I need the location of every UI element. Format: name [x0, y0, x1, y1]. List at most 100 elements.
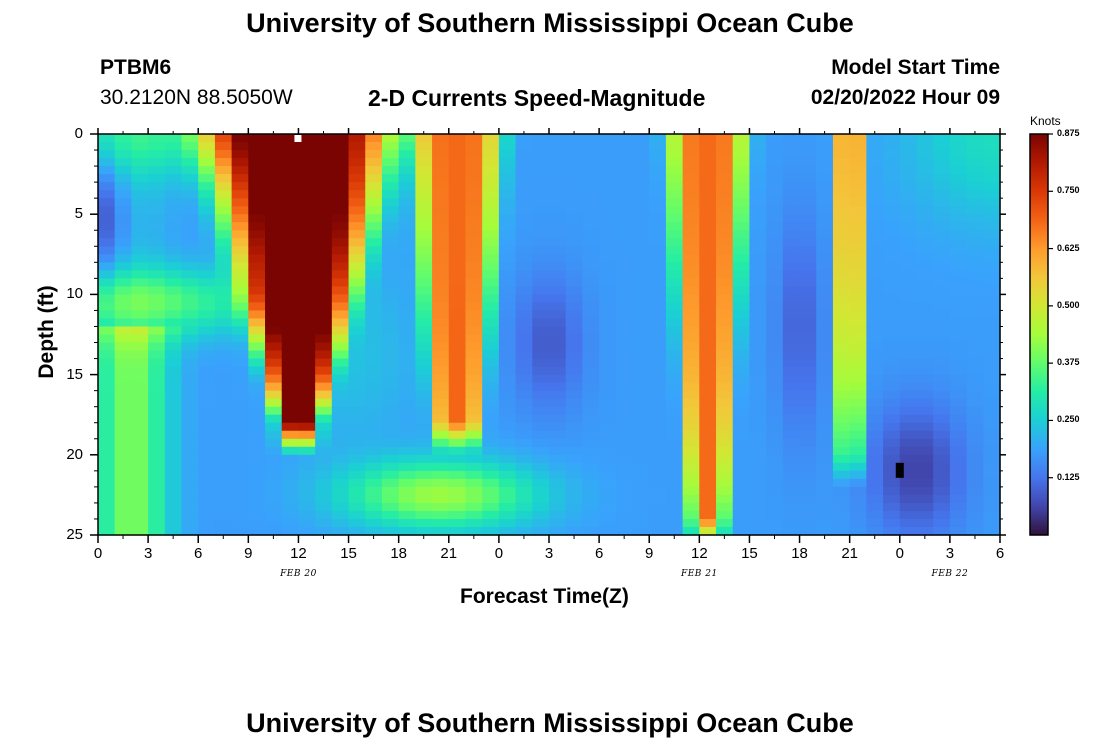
heatmap-cell	[315, 478, 333, 488]
heatmap-cell	[899, 510, 918, 520]
heatmap-cell	[398, 246, 416, 255]
heatmap-cell	[231, 246, 249, 255]
heatmap-cell	[298, 390, 316, 400]
heatmap-cell	[866, 214, 884, 223]
heatmap-cell	[181, 142, 199, 151]
heatmap-cell	[849, 358, 867, 368]
heatmap-cell	[248, 422, 266, 432]
heatmap-cell	[498, 430, 517, 440]
x-tick-label: 12	[690, 545, 708, 562]
heatmap-cell	[549, 478, 567, 488]
heatmap-cell	[465, 198, 483, 207]
heatmap-cell	[214, 190, 233, 199]
heatmap-cell	[615, 502, 634, 512]
heatmap-cell	[214, 350, 233, 360]
heatmap-cell	[298, 174, 316, 183]
heatmap-cell	[465, 414, 483, 424]
heatmap-cell	[181, 310, 199, 320]
heatmap-cell	[816, 406, 834, 416]
heatmap-cell	[799, 478, 817, 488]
heatmap-cell	[949, 406, 968, 416]
heatmap-cell	[231, 278, 249, 287]
heatmap-cell	[381, 190, 400, 199]
heatmap-cell	[782, 438, 801, 448]
heatmap-cell	[899, 206, 918, 215]
heatmap-cell	[148, 214, 166, 223]
heatmap-cell	[381, 166, 400, 175]
heatmap-cell	[549, 222, 567, 231]
heatmap-cell	[916, 446, 934, 456]
heatmap-cell	[632, 262, 650, 271]
heatmap-cell	[716, 374, 734, 384]
heatmap-cell	[148, 166, 166, 175]
heatmap-cell	[398, 262, 416, 271]
heatmap-cell	[398, 134, 416, 143]
heatmap-cell	[148, 238, 166, 247]
heatmap-cell	[649, 134, 667, 143]
heatmap-cell	[732, 262, 751, 271]
heatmap-cell	[649, 446, 667, 456]
x-tick-label: 9	[645, 545, 654, 562]
heatmap-cell	[265, 358, 283, 368]
heatmap-cell	[732, 470, 751, 480]
heatmap-cell	[148, 438, 166, 448]
heatmap-cell	[231, 342, 249, 352]
heatmap-cell	[632, 486, 650, 496]
heatmap-cell	[498, 174, 517, 183]
heatmap-cell	[298, 246, 316, 255]
heatmap-cell	[615, 238, 634, 247]
heatmap-cell	[198, 382, 216, 392]
heatmap-cell	[665, 470, 684, 480]
heatmap-cell	[949, 526, 968, 536]
heatmap-cell	[415, 342, 433, 352]
heatmap-cell	[549, 286, 567, 295]
heatmap-cell	[632, 326, 650, 336]
heatmap-cell	[899, 270, 918, 279]
heatmap-cell	[198, 430, 216, 440]
heatmap-cell	[398, 422, 416, 432]
heatmap-cell	[849, 150, 867, 159]
heatmap-cell	[866, 518, 884, 528]
heatmap-cell	[549, 382, 567, 392]
heatmap-cell	[265, 134, 283, 143]
heatmap-cell	[849, 166, 867, 175]
heatmap-cell	[916, 166, 934, 175]
heatmap-cell	[265, 494, 283, 504]
heatmap-cell	[498, 486, 517, 496]
heatmap-cell	[749, 382, 767, 392]
heatmap-cell	[599, 342, 617, 352]
heatmap-cell	[916, 374, 934, 384]
heatmap-cell	[866, 150, 884, 159]
heatmap-cell	[465, 470, 483, 480]
heatmap-cell	[448, 206, 467, 215]
heatmap-cell	[565, 422, 583, 432]
heatmap-cell	[98, 254, 116, 263]
heatmap-cell	[933, 366, 951, 376]
heatmap-cell	[214, 238, 233, 247]
heatmap-cell	[599, 366, 617, 376]
heatmap-cell	[933, 486, 951, 496]
heatmap-cell	[298, 526, 316, 536]
heatmap-cell	[415, 510, 433, 520]
heatmap-cell	[832, 230, 851, 239]
heatmap-cell	[532, 302, 550, 312]
heatmap-cell	[281, 230, 300, 239]
heatmap-cell	[265, 526, 283, 536]
heatmap-cell	[582, 414, 600, 424]
heatmap-cell	[849, 334, 867, 344]
heatmap-cell	[532, 230, 550, 239]
heatmap-cell	[949, 430, 968, 440]
heatmap-cell	[782, 150, 801, 159]
heatmap-cell	[348, 398, 366, 408]
heatmap-cell	[365, 182, 383, 191]
heatmap-cell	[198, 302, 216, 312]
heatmap-cell	[114, 334, 132, 344]
heatmap-cell	[214, 326, 233, 336]
heatmap-cell	[949, 398, 968, 408]
heatmap-cell	[298, 158, 316, 167]
heatmap-cell	[883, 502, 901, 512]
heatmap-cell	[415, 174, 433, 183]
heatmap-cell	[331, 326, 350, 336]
heatmap-cell	[665, 182, 684, 191]
heatmap-cell	[699, 478, 717, 488]
